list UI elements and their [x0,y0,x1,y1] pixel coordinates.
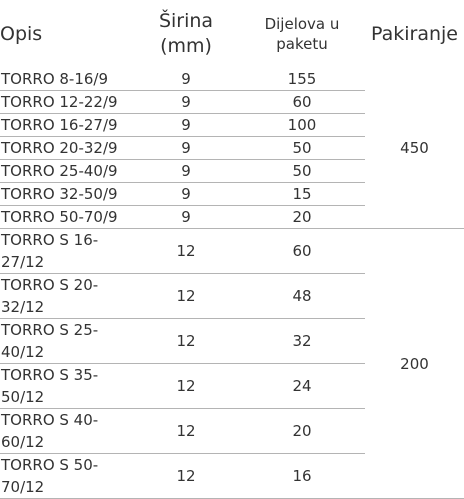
cell-dijelova: 155 [239,68,365,91]
cell-dijelova: 50 [239,159,365,183]
cell-dijelova: 20 [239,408,365,454]
cell-dijelova: 48 [239,273,365,319]
header-row: Opis Širina (mm) Dijelova u paketu Pakiran… [0,0,464,68]
table-row: TORRO 20-32/9 9 50 [0,136,464,160]
cell-sirina: 9 [133,113,239,137]
cell-opis: TORRO 32-50/9 [0,182,133,206]
table-row: TORRO 8-16/9 9 155 450 [0,68,464,229]
cell-sirina: 12 [133,363,239,409]
table-row: TORRO S 16- 27/12 12 60 200 [0,228,464,499]
table-row: TORRO S 35- 50/12 12 24 [0,363,464,409]
cell-sirina: 9 [133,136,239,160]
cell-sirina: 9 [133,182,239,206]
header-dijelova: Dijelova u paketu [264,15,340,53]
cell-sirina: 12 [133,453,239,499]
header-sirina: Širina (mm) [158,10,214,57]
cell-opis: TORRO 20-32/9 [0,136,133,160]
cell-sirina: 12 [133,273,239,319]
cell-opis: TORRO S 25- 40/12 [0,318,133,364]
cell-sirina: 9 [133,90,239,114]
cell-opis: TORRO 16-27/9 [0,113,133,137]
cell-dijelova: 60 [239,90,365,114]
cell-dijelova: 24 [239,363,365,409]
cell-opis: TORRO S 40- 60/12 [0,408,133,454]
table-row: TORRO 25-40/9 9 50 [0,159,464,183]
cell-dijelova: 16 [239,453,365,499]
table-row: TORRO 12-22/9 9 60 [0,90,464,114]
cell-dijelova: 50 [239,136,365,160]
cell-opis: TORRO S 16- 27/12 [0,228,133,274]
cell-dijelova: 100 [239,113,365,137]
table-row: TORRO 32-50/9 9 15 [0,182,464,206]
cell-opis: TORRO S 35- 50/12 [0,363,133,409]
table-row: TORRO 50-70/9 9 20 [0,205,464,229]
cell-opis: TORRO 12-22/9 [0,90,133,114]
cell-dijelova: 20 [239,205,365,229]
cell-pakiranje: 450 [365,68,464,229]
cell-dijelova: 15 [239,182,365,206]
cell-opis: TORRO 25-40/9 [0,159,133,183]
cell-sirina: 12 [133,408,239,454]
table-row: TORRO 16-27/9 9 100 [0,113,464,137]
header-opis: Opis [0,23,43,45]
cell-opis: TORRO 50-70/9 [0,205,133,229]
cell-sirina: 9 [133,205,239,229]
cell-pakiranje: 200 [365,228,464,499]
table-row: TORRO S 40- 60/12 12 20 [0,408,464,454]
cell-sirina: 12 [133,318,239,364]
cell-sirina: 9 [133,159,239,183]
cell-dijelova: 32 [239,318,365,364]
cell-sirina: 9 [133,68,239,91]
cell-opis: TORRO 8-16/9 [0,68,133,91]
header-pakiranje: Pakiranje [371,23,458,45]
cell-opis: TORRO S 20- 32/12 [0,273,133,319]
cell-dijelova: 60 [239,228,365,274]
table-row: TORRO S 25- 40/12 12 32 [0,318,464,364]
cell-sirina: 12 [133,228,239,274]
cell-opis: TORRO S 50- 70/12 [0,453,133,499]
table-row: TORRO S 20- 32/12 12 48 [0,273,464,319]
